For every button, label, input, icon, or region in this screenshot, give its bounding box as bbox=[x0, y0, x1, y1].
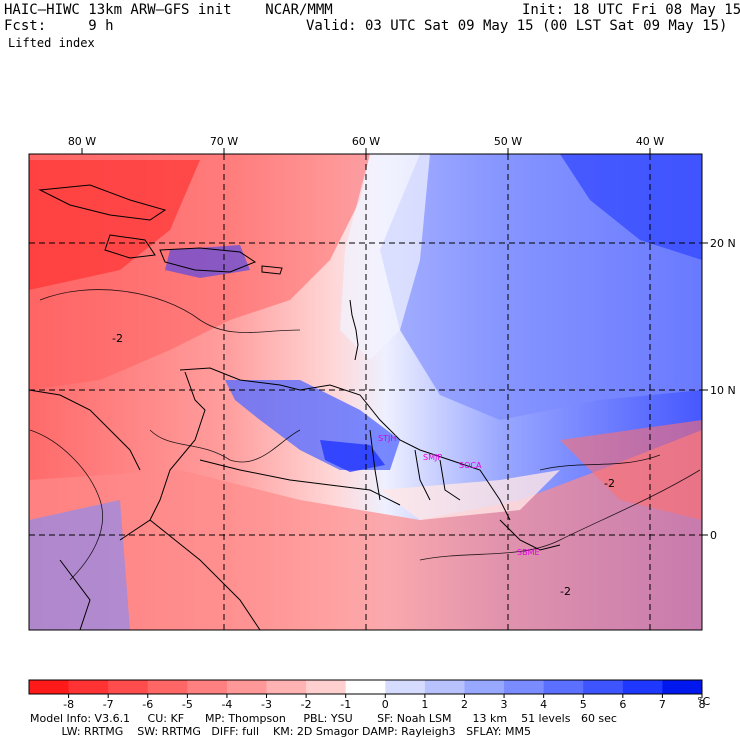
lat-label-0: 0 bbox=[710, 529, 717, 542]
colorbar-swatch bbox=[29, 680, 70, 694]
station-label-stjh: STJH bbox=[378, 434, 396, 443]
lon-label-70w: 70 W bbox=[210, 135, 238, 148]
colorbar-swatch bbox=[68, 680, 109, 694]
station-label-sbme: SBME bbox=[517, 548, 540, 557]
model-info-line1: Model Info: V3.6.1 CU: KF MP: Thompson P… bbox=[30, 712, 617, 725]
lon-label-60w: 60 W bbox=[352, 135, 380, 148]
init-time: Init: 18 UTC Fri 08 May 15 bbox=[522, 2, 740, 18]
colorbar-tick-label: -8 bbox=[63, 698, 74, 711]
colorbar-tick-label: 3 bbox=[501, 698, 508, 711]
lon-label-40w: 40 W bbox=[636, 135, 664, 148]
contour-label: -2 bbox=[112, 332, 123, 345]
colorbar-swatch bbox=[187, 680, 228, 694]
colorbar-tick-label: 1 bbox=[421, 698, 428, 711]
colorbar-tick-label: -6 bbox=[142, 698, 153, 711]
colorbar-swatch bbox=[385, 680, 426, 694]
field-name: Lifted index bbox=[8, 36, 95, 50]
colorbar-frame bbox=[28, 679, 703, 695]
colorbar-tick-label: -5 bbox=[182, 698, 193, 711]
colorbar: -8 -7 -6 -5 -4 -3 -2 -1 0 1 2 3 4 5 6 7 8 bbox=[28, 679, 706, 711]
colorbar-swatch bbox=[583, 680, 624, 694]
station-label-smjp: SMJP bbox=[423, 453, 442, 462]
colorbar-tick-label: 4 bbox=[540, 698, 547, 711]
colorbar-tick-label: 2 bbox=[461, 698, 468, 711]
colorbar-swatch bbox=[108, 680, 149, 694]
map-title: HAIC–HIWC 13km ARW–GFS init NCAR/MMM bbox=[4, 2, 333, 18]
lat-label-20n: 20 N bbox=[710, 237, 736, 250]
valid-time: Valid: 03 UTC Sat 09 May 15 (00 LST Sat … bbox=[306, 18, 728, 34]
lon-label-50w: 50 W bbox=[494, 135, 522, 148]
colorbar-swatch bbox=[306, 680, 347, 694]
forecast-hour: Fcst: 9 h bbox=[4, 18, 114, 34]
colorbar-tick-label: 6 bbox=[619, 698, 626, 711]
contour-label: -2 bbox=[604, 477, 615, 490]
colorbar-swatch bbox=[464, 680, 505, 694]
lon-label-80w: 80 W bbox=[68, 135, 96, 148]
lat-lon-grid bbox=[29, 154, 702, 630]
colorbar-tick-label: -2 bbox=[301, 698, 312, 711]
model-info-line2: LW: RRTMG SW: RRTMG DIFF: full KM: 2D Sm… bbox=[30, 725, 531, 738]
colorbar-tick-label: 0 bbox=[382, 698, 389, 711]
colorbar-swatch bbox=[504, 680, 545, 694]
colorbar-swatch bbox=[226, 680, 268, 694]
colorbar-tick-label: 8 bbox=[699, 698, 706, 711]
colorbar-tick-label: -3 bbox=[261, 698, 272, 711]
colorbar-tick-label: 5 bbox=[580, 698, 587, 711]
colorbar-tick-label: -1 bbox=[340, 698, 351, 711]
colorbar-tick-label: 7 bbox=[659, 698, 666, 711]
lat-label-10n: 10 N bbox=[710, 384, 736, 397]
contour-label: -2 bbox=[560, 585, 571, 598]
colorbar-swatch bbox=[543, 680, 584, 694]
colorbar-swatch bbox=[622, 680, 663, 694]
colorbar-unit: °C bbox=[697, 695, 711, 708]
colorbar-swatch bbox=[147, 680, 188, 694]
colorbar-tick-label: -4 bbox=[221, 698, 232, 711]
colorbar-tick-label: -7 bbox=[103, 698, 114, 711]
colorbar-swatch bbox=[662, 680, 703, 694]
colorbar-swatch bbox=[266, 680, 307, 694]
station-label-soca: SOCA bbox=[459, 461, 482, 470]
colorbar-swatch bbox=[424, 680, 465, 694]
colorbar-swatch bbox=[345, 680, 386, 694]
